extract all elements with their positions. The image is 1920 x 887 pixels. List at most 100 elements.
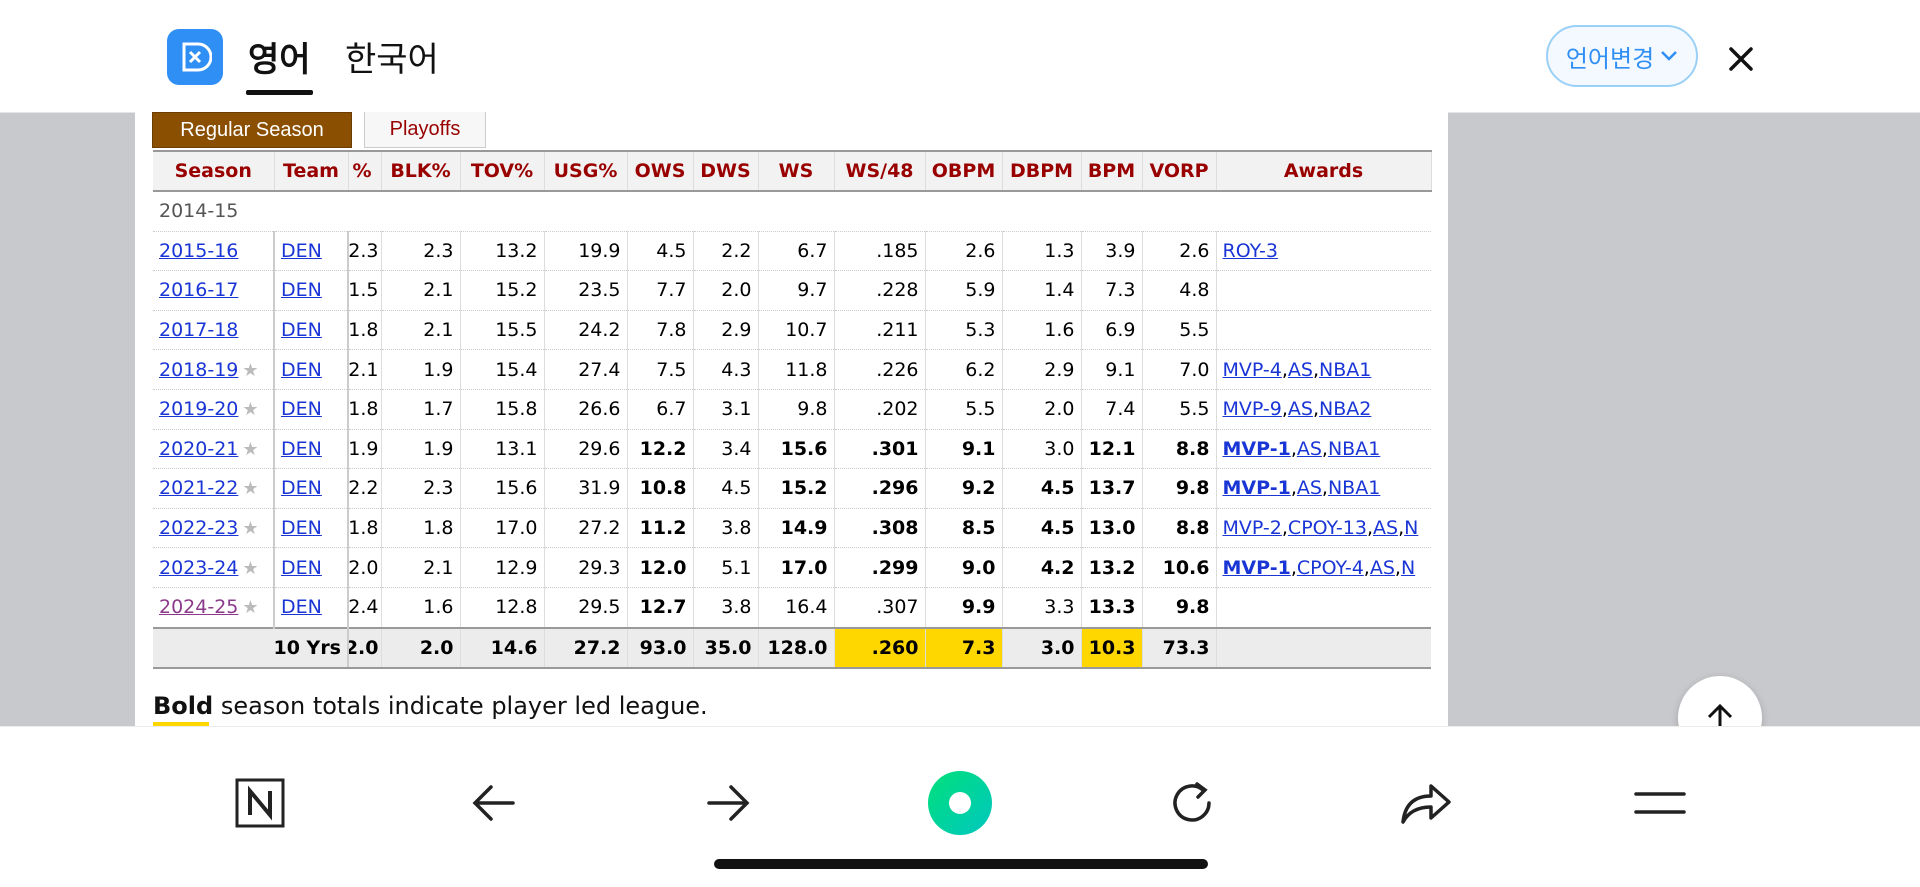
award-link[interactable]: AS xyxy=(1296,477,1322,500)
award-link[interactable]: MVP-1 xyxy=(1222,477,1291,500)
team-cell[interactable]: DEN xyxy=(274,310,349,351)
column-header-tov[interactable]: TOV% xyxy=(460,150,545,192)
season-link[interactable]: 2022-23 xyxy=(159,517,239,540)
share-icon[interactable] xyxy=(1390,767,1462,839)
season-link[interactable]: 2017-18 xyxy=(159,319,239,342)
column-header-ws[interactable]: WS xyxy=(758,150,835,192)
season-cell[interactable]: 2024-25 ★ xyxy=(153,587,275,629)
team-cell[interactable]: DEN xyxy=(274,468,349,509)
award-link[interactable]: N xyxy=(1400,556,1416,579)
team-link[interactable]: DEN xyxy=(281,279,322,302)
season-cell[interactable]: 2016-17 xyxy=(153,270,275,311)
season-cell[interactable]: 2022-23 ★ xyxy=(153,508,275,549)
award-link[interactable]: CPOY-13 xyxy=(1287,517,1367,540)
vorp-cell: 8.8 xyxy=(1142,508,1217,549)
all-star-icon: ★ xyxy=(242,597,259,619)
team-cell[interactable]: DEN xyxy=(274,429,349,470)
award-link[interactable]: AS xyxy=(1369,556,1395,579)
reload-icon[interactable] xyxy=(1156,767,1228,839)
blk-pct-cell: 1.7 xyxy=(381,389,461,430)
season-link[interactable]: 2021-22 xyxy=(159,477,239,500)
column-header-obpm[interactable]: OBPM xyxy=(925,150,1003,192)
vorp-cell: 5.5 xyxy=(1142,389,1217,430)
award-link[interactable]: ROY-3 xyxy=(1222,239,1278,262)
season-link[interactable]: 2024-25 xyxy=(159,596,239,619)
season-link[interactable]: 2015-16 xyxy=(159,239,239,262)
award-link[interactable]: NBA1 xyxy=(1327,437,1381,460)
team-cell[interactable]: DEN xyxy=(274,587,349,629)
column-header-[interactable]: % xyxy=(348,150,382,192)
award-link[interactable]: NBA1 xyxy=(1327,477,1381,500)
award-link[interactable]: MVP-4 xyxy=(1222,358,1282,381)
ows-cell: 7.5 xyxy=(627,349,694,390)
team-cell[interactable]: DEN xyxy=(274,270,349,311)
ws-cell: 6.7 xyxy=(758,231,835,272)
season-link[interactable]: 2018-19 xyxy=(159,358,239,381)
award-link[interactable]: CPOY-4 xyxy=(1296,556,1364,579)
award-link[interactable]: MVP-2 xyxy=(1222,517,1282,540)
season-link[interactable]: 2019-20 xyxy=(159,398,239,421)
column-header-usg[interactable]: USG% xyxy=(544,150,628,192)
season-cell[interactable]: 2018-19 ★ xyxy=(153,349,275,390)
season-cell[interactable]: 2015-16 xyxy=(153,231,275,272)
table-row: 2022-23 ★ DEN 1.8 1.8 17.0 27.2 11.2 3.8 14.9.308… xyxy=(153,508,1431,549)
language-change-button[interactable]: 언어변경 xyxy=(1546,25,1698,87)
team-cell[interactable]: DEN xyxy=(274,508,349,549)
team-link[interactable]: DEN xyxy=(281,398,322,421)
award-link[interactable]: MVP-9 xyxy=(1222,398,1282,421)
team-link[interactable]: DEN xyxy=(281,517,322,540)
team-link[interactable]: DEN xyxy=(281,477,322,500)
team-cell[interactable]: DEN xyxy=(274,349,349,390)
naver-n-icon[interactable] xyxy=(224,767,296,839)
column-header-bpm[interactable]: BPM xyxy=(1081,150,1143,192)
column-header-blk[interactable]: BLK% xyxy=(381,150,461,192)
team-cell[interactable]: DEN xyxy=(274,231,349,272)
green-home-icon[interactable] xyxy=(924,767,996,839)
tab-regular-season[interactable]: Regular Season xyxy=(152,112,352,148)
close-icon[interactable] xyxy=(1720,38,1762,80)
column-header-vorp[interactable]: VORP xyxy=(1142,150,1217,192)
award-link[interactable]: NBA1 xyxy=(1319,358,1372,381)
award-link[interactable]: MVP-1 xyxy=(1222,556,1291,579)
column-header-awards[interactable]: Awards xyxy=(1216,150,1432,192)
season-cell[interactable]: 2019-20 ★ xyxy=(153,389,275,430)
award-link[interactable]: NBA2 xyxy=(1319,398,1372,421)
season-link[interactable]: 2020-21 xyxy=(159,437,239,460)
column-header-dws[interactable]: DWS xyxy=(693,150,759,192)
forward-arrow-icon[interactable] xyxy=(692,767,764,839)
team-link[interactable]: DEN xyxy=(281,358,322,381)
award-link[interactable]: AS xyxy=(1287,398,1313,421)
translate-logo-icon[interactable] xyxy=(167,29,223,85)
all-star-icon: ★ xyxy=(242,399,259,421)
tab-playoffs[interactable]: Playoffs xyxy=(364,112,486,148)
column-header-team[interactable]: Team xyxy=(274,150,349,192)
column-header-ws-48[interactable]: WS/48 xyxy=(834,150,926,192)
award-link[interactable]: N xyxy=(1404,517,1419,540)
season-link[interactable]: 2016-17 xyxy=(159,279,239,302)
team-link[interactable]: DEN xyxy=(281,556,322,579)
tab-english[interactable]: 영어 xyxy=(246,32,313,95)
team-link[interactable]: DEN xyxy=(281,596,322,619)
award-link[interactable]: AS xyxy=(1287,358,1313,381)
tab-korean[interactable]: 한국어 xyxy=(345,40,439,80)
team-cell[interactable]: DEN xyxy=(274,547,349,588)
column-header-ows[interactable]: OWS xyxy=(627,150,694,192)
award-link[interactable]: AS xyxy=(1296,437,1322,460)
menu-icon[interactable] xyxy=(1624,767,1696,839)
back-arrow-icon[interactable] xyxy=(458,767,530,839)
team-link[interactable]: DEN xyxy=(281,319,322,342)
award-link[interactable]: MVP-1 xyxy=(1222,437,1291,460)
season-cell[interactable]: 2017-18 xyxy=(153,310,275,351)
team-cell[interactable]: DEN xyxy=(274,389,349,430)
season-cell[interactable]: 2023-24 ★ xyxy=(153,547,275,588)
team-link[interactable]: DEN xyxy=(281,239,322,262)
column-header-season[interactable]: Season xyxy=(153,150,275,192)
dbpm-cell: 2.9 xyxy=(1002,349,1082,390)
season-link[interactable]: 2023-24 xyxy=(159,556,239,579)
season-cell[interactable]: 2021-22 ★ xyxy=(153,468,275,509)
award-link[interactable]: AS xyxy=(1373,517,1399,540)
ws-per-48-cell: .301 xyxy=(834,429,926,470)
season-cell[interactable]: 2020-21 ★ xyxy=(153,429,275,470)
team-link[interactable]: DEN xyxy=(281,437,322,460)
column-header-dbpm[interactable]: DBPM xyxy=(1002,150,1082,192)
